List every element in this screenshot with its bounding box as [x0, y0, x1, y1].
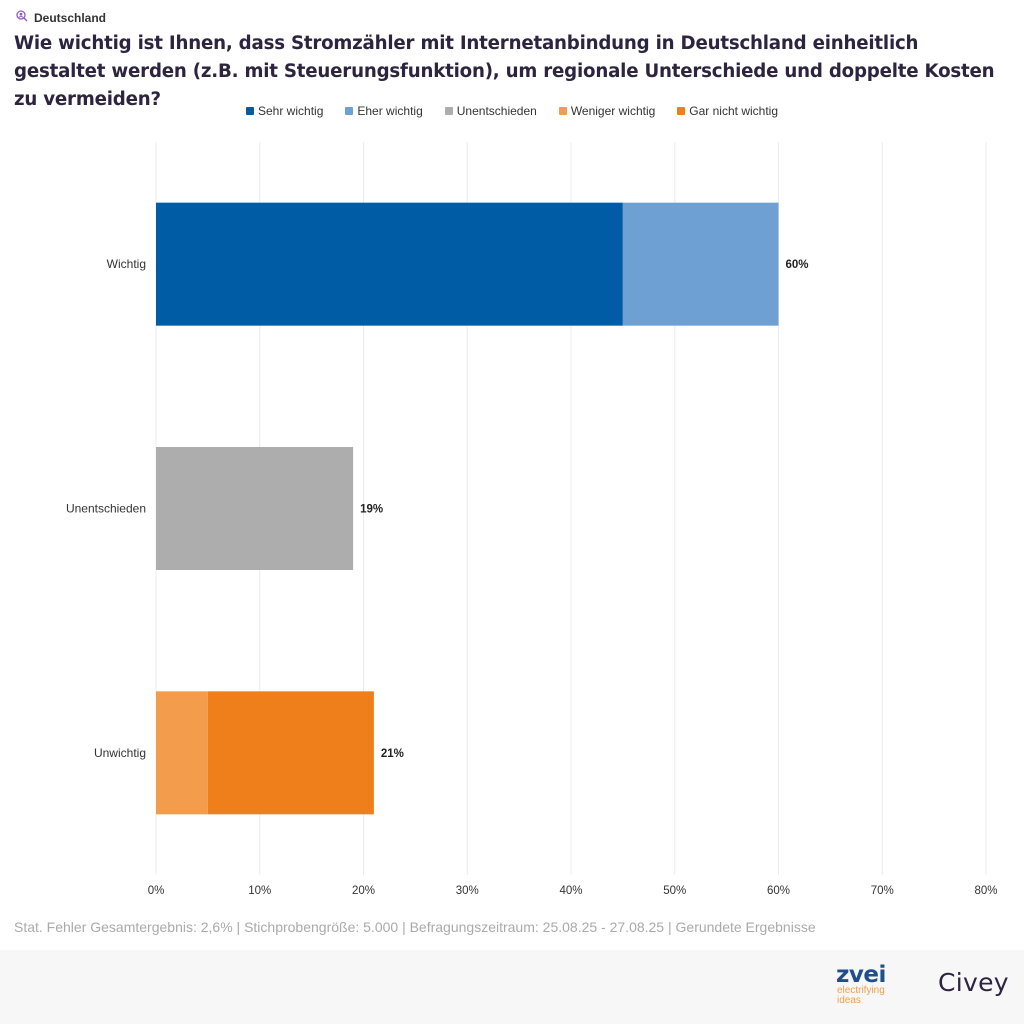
- legend-swatch: [558, 107, 567, 115]
- x-tick-label: 10%: [248, 885, 271, 897]
- zvei-tagline-1: electrifying: [837, 985, 885, 996]
- legend-label: Weniger wichtig: [570, 104, 656, 118]
- legend-swatch: [444, 107, 453, 115]
- bar-segment: [207, 691, 374, 815]
- x-tick-label: 50%: [663, 885, 686, 897]
- data-label: 19%: [360, 504, 383, 516]
- x-tick-label: 60%: [767, 885, 790, 897]
- category-label: Wichtig: [107, 257, 146, 271]
- legend-item-sehr-wichtig[interactable]: Sehr wichtig: [246, 104, 323, 118]
- x-tick-label: 30%: [456, 885, 479, 897]
- x-tick-label: 40%: [559, 885, 582, 897]
- bar-chart: 0% 10% 20% 30% 40% 50% 60% 70% 80% Wichtig 60% Unen…: [66, 142, 998, 897]
- data-label: 21%: [381, 748, 404, 760]
- zvei-tagline-2: ideas: [837, 995, 861, 1006]
- bar-segment: [156, 691, 208, 815]
- x-tick-label: 20%: [352, 885, 375, 897]
- chart-legend: Sehr wichtig Eher wichtig Unentschieden …: [0, 104, 1024, 118]
- chart-title: Wie wichtig ist Ihnen, dass Stromzähler …: [14, 33, 995, 110]
- bar-segment: [622, 202, 779, 326]
- bar-segment: [156, 447, 354, 570]
- legend-label: Gar nicht wichtig: [689, 104, 778, 118]
- category-label: Unwichtig: [94, 746, 146, 760]
- legend-item-unentschieden[interactable]: Unentschieden: [444, 104, 537, 118]
- legend-swatch: [345, 107, 354, 115]
- region-name: Deutschland: [34, 10, 107, 25]
- category-label: Unentschieden: [66, 502, 146, 516]
- legend-item-gar-nicht-wichtig[interactable]: Gar nicht wichtig: [677, 104, 778, 118]
- legend-label: Unentschieden: [456, 104, 537, 118]
- zvei-logo: zvei electrifying ideas: [836, 964, 886, 1006]
- legend-label: Eher wichtig: [357, 104, 423, 118]
- legend-label: Sehr wichtig: [258, 104, 324, 118]
- legend-swatch: [246, 107, 254, 115]
- data-label: 60%: [786, 259, 809, 271]
- x-tick-label: 70%: [871, 885, 894, 897]
- x-tick-label: 80%: [974, 885, 997, 897]
- person-search-icon: [16, 10, 28, 25]
- civey-logo: Civey: [938, 968, 1009, 997]
- legend-item-eher-wichtig[interactable]: Eher wichtig: [345, 104, 423, 118]
- region-label: Deutschland: [16, 10, 106, 25]
- legend-item-weniger-wichtig[interactable]: Weniger wichtig: [558, 104, 656, 118]
- zvei-wordmark: zvei: [836, 962, 886, 988]
- footer-band: [0, 950, 1024, 1024]
- methodology-note: Stat. Fehler Gesamtergebnis: 2,6% | Stic…: [14, 919, 816, 935]
- legend-swatch: [677, 107, 686, 115]
- x-tick-label: 0%: [148, 885, 165, 897]
- bar-segment: [156, 202, 623, 326]
